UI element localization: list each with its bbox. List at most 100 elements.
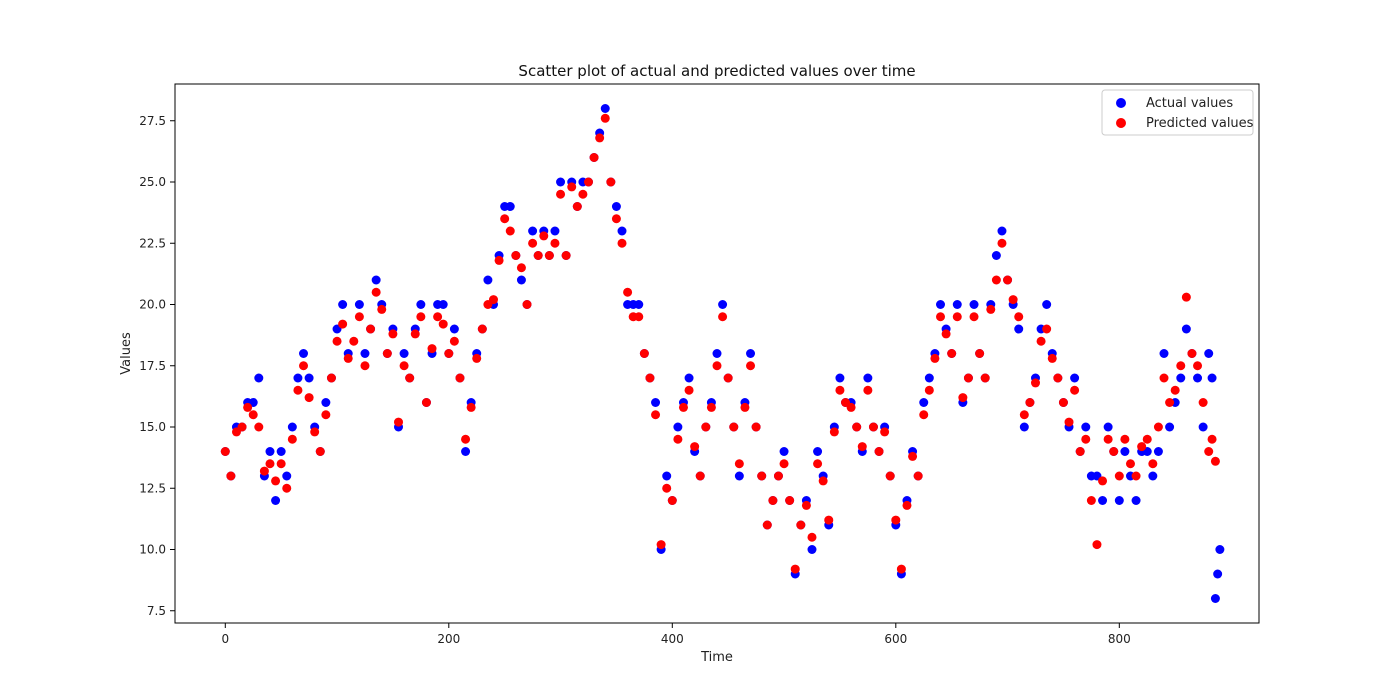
actual-point: [1198, 422, 1208, 432]
predicted-point: [1193, 361, 1203, 371]
actual-point: [1081, 422, 1091, 432]
predicted-point: [857, 442, 867, 452]
predicted-point: [583, 177, 593, 187]
actual-point: [1176, 373, 1186, 383]
actual-point: [1207, 373, 1217, 383]
actual-point: [1114, 496, 1124, 505]
predicted-point: [712, 361, 722, 371]
predicted-point: [561, 251, 571, 260]
actual-point: [919, 398, 929, 407]
actual-point: [1213, 569, 1223, 579]
predicted-point: [785, 496, 795, 505]
actual-point: [399, 349, 409, 358]
predicted-point: [282, 483, 292, 493]
predicted-point: [651, 410, 661, 420]
predicted-point: [1153, 422, 1163, 432]
predicted-point: [969, 312, 979, 322]
actual-point: [321, 398, 331, 407]
x-tick-label: 800: [1108, 632, 1131, 646]
predicted-point: [980, 373, 990, 383]
predicted-point: [796, 520, 806, 530]
predicted-point: [1181, 292, 1191, 302]
predicted-point: [416, 312, 426, 322]
predicted-point: [762, 520, 772, 530]
predicted-point: [701, 422, 711, 432]
predicted-point: [734, 459, 744, 469]
actual-point: [1070, 373, 1080, 383]
actual-point: [1159, 349, 1169, 358]
actual-point: [371, 275, 381, 285]
legend-predicted-marker: [1116, 118, 1126, 128]
predicted-point: [321, 410, 331, 420]
predicted-point: [1142, 434, 1152, 444]
predicted-point: [1030, 378, 1040, 388]
predicted-point: [1014, 312, 1024, 322]
actual-point: [807, 545, 817, 554]
predicted-point: [813, 459, 823, 469]
predicted-point: [259, 466, 269, 476]
predicted-point: [684, 385, 694, 395]
predicted-point: [667, 496, 677, 505]
actual-point: [1042, 300, 1052, 309]
actual-point: [684, 373, 694, 383]
predicted-point: [421, 398, 431, 407]
predicted-point: [1198, 398, 1208, 407]
actual-point: [1148, 471, 1158, 481]
predicted-point: [572, 202, 582, 211]
actual-point: [712, 349, 722, 358]
predicted-point: [1070, 385, 1080, 395]
x-tick-label: 200: [437, 632, 460, 646]
predicted-point: [723, 373, 733, 383]
predicted-series: [220, 113, 1220, 574]
predicted-point: [801, 500, 811, 510]
predicted-point: [1053, 373, 1063, 383]
predicted-point: [673, 434, 683, 444]
predicted-point: [997, 238, 1007, 248]
actual-point: [611, 202, 621, 211]
predicted-point: [494, 255, 504, 265]
predicted-point: [522, 300, 532, 309]
actual-point: [461, 447, 471, 456]
predicted-point: [455, 373, 465, 383]
actual-point: [952, 300, 962, 309]
predicted-point: [516, 263, 526, 273]
actual-point: [1204, 349, 1214, 358]
y-tick-label: 15.0: [139, 420, 166, 434]
predicted-point: [936, 312, 946, 322]
predicted-point: [550, 238, 560, 248]
actual-point: [338, 300, 348, 309]
predicted-point: [1210, 456, 1220, 466]
predicted-point: [1170, 385, 1180, 395]
x-tick-label: 0: [221, 632, 229, 646]
actual-point: [936, 300, 946, 309]
predicted-point: [293, 385, 303, 395]
predicted-point: [1003, 275, 1013, 285]
predicted-point: [896, 564, 906, 574]
actual-point: [1103, 422, 1113, 432]
predicted-point: [326, 373, 336, 383]
actual-point: [1215, 545, 1225, 554]
predicted-point: [338, 319, 348, 329]
x-axis: 0 200 400 600 800: [221, 623, 1131, 646]
predicted-point: [818, 476, 828, 486]
predicted-point: [1036, 336, 1046, 346]
actual-point: [287, 422, 297, 432]
predicted-point: [544, 251, 554, 260]
predicted-point: [528, 238, 538, 248]
predicted-point: [371, 287, 381, 297]
predicted-point: [1176, 361, 1186, 371]
predicted-point: [695, 471, 705, 481]
predicted-point: [1042, 324, 1052, 334]
predicted-point: [824, 515, 834, 525]
predicted-point: [271, 476, 281, 486]
actual-point: [718, 300, 728, 309]
predicted-point: [237, 422, 247, 432]
y-tick-label: 17.5: [139, 359, 166, 373]
y-tick-label: 22.5: [139, 236, 166, 250]
predicted-point: [880, 427, 890, 437]
y-tick-label: 10.0: [139, 543, 166, 557]
actual-point: [734, 471, 744, 481]
actual-point: [265, 447, 275, 456]
y-tick-label: 20.0: [139, 298, 166, 312]
predicted-point: [991, 275, 1001, 285]
